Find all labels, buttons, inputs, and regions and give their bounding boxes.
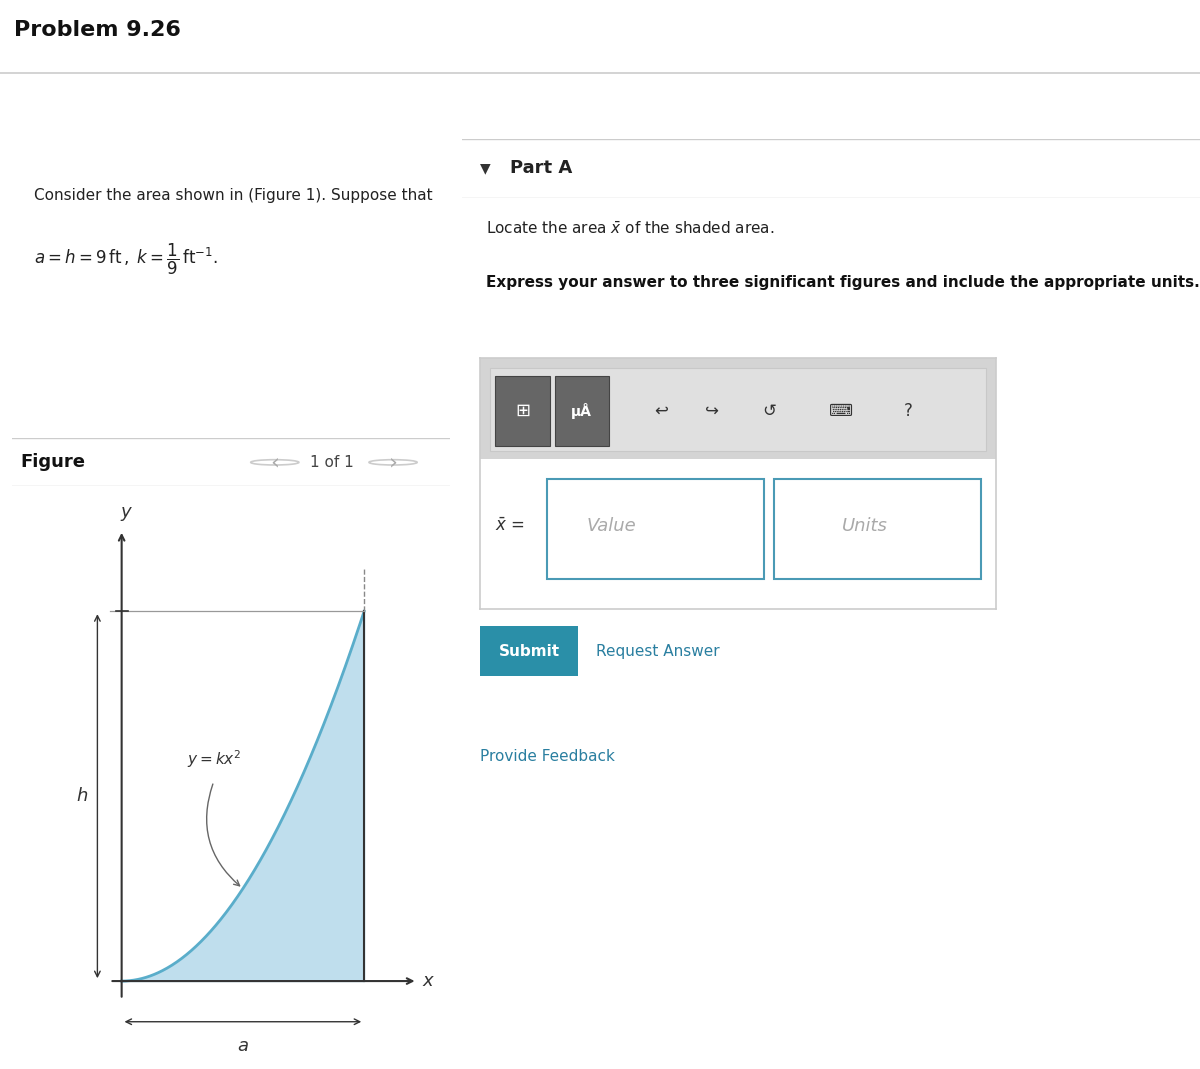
Bar	[480, 358, 996, 459]
Text: 1 of 1: 1 of 1	[310, 454, 354, 470]
Text: μÅ: μÅ	[571, 403, 592, 419]
Bar	[480, 626, 578, 676]
Text: $h$: $h$	[76, 787, 88, 805]
Text: ↪: ↪	[706, 402, 719, 420]
Text: ▼: ▼	[480, 161, 491, 175]
Text: ?: ?	[904, 402, 913, 420]
Bar	[774, 479, 980, 579]
Bar	[547, 479, 764, 579]
Text: $a = h = 9\,\mathrm{ft}\,,\;k = \dfrac{1}{9}\,\mathrm{ft}^{-1}.$: $a = h = 9\,\mathrm{ft}\,,\;k = \dfrac{1…	[34, 242, 218, 277]
Bar	[491, 368, 985, 451]
Text: $a$: $a$	[236, 1037, 248, 1054]
Text: Problem 9.26: Problem 9.26	[14, 20, 181, 40]
Bar	[496, 375, 550, 446]
Text: ⌨: ⌨	[829, 402, 853, 420]
Text: Consider the area shown in (Figure 1). Suppose that: Consider the area shown in (Figure 1). S…	[34, 188, 432, 203]
Text: Provide Feedback: Provide Feedback	[480, 748, 614, 764]
Text: ‹: ‹	[270, 452, 280, 472]
Text: Locate the area $\bar{x}$ of the shaded area.: Locate the area $\bar{x}$ of the shaded …	[486, 221, 774, 237]
Text: $x$: $x$	[422, 972, 436, 990]
Text: Request Answer: Request Answer	[596, 644, 720, 659]
Text: $y$: $y$	[120, 505, 133, 523]
Text: Units: Units	[841, 517, 887, 536]
Text: ›: ›	[389, 452, 397, 472]
Text: Submit: Submit	[499, 644, 560, 659]
Text: Part A: Part A	[510, 159, 572, 177]
Text: ↩: ↩	[654, 402, 667, 420]
Text: $y = kx^2$: $y = kx^2$	[187, 748, 241, 770]
Text: ⊞: ⊞	[515, 402, 530, 420]
Text: Value: Value	[587, 517, 636, 536]
Text: ↺: ↺	[762, 402, 776, 420]
Text: Express your answer to three significant figures and include the appropriate uni: Express your answer to three significant…	[486, 275, 1200, 290]
Text: Figure: Figure	[20, 453, 85, 471]
Bar	[554, 375, 610, 446]
Text: $\bar{x}$ =: $\bar{x}$ =	[496, 517, 526, 536]
